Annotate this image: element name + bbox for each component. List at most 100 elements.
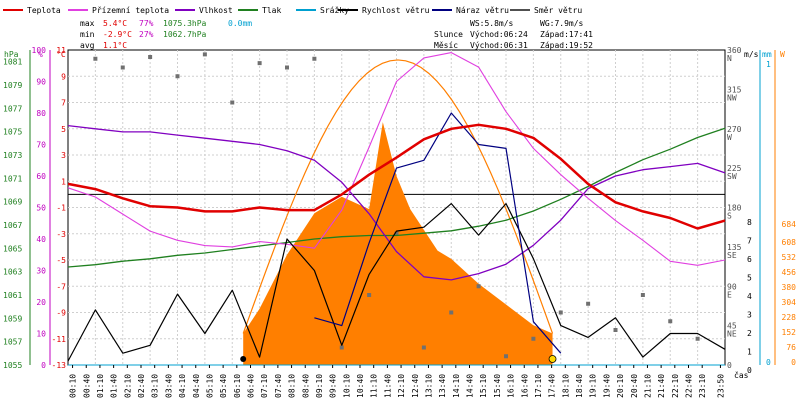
time-tick-label: 17:40 [548,374,557,398]
time-tick-label: 06:40 [247,374,256,398]
time-tick-label: 04:10 [178,374,187,398]
wind-dir-point [586,301,591,306]
axis-dir-tick: 0 [727,361,732,370]
series-ground-temp [67,52,726,266]
axis-hpa-tick: 1077 [3,104,22,113]
axis-ms-tick: 8 [747,218,752,227]
stats-min-hum: 27% [139,30,154,39]
info-moonrise: Východ:06:31 [470,41,528,50]
time-tick-label: 05:10 [205,374,214,398]
time-tick-label: 04:40 [192,374,201,398]
axis-degc-tick: 11 [56,46,66,55]
axis-dir-tick: 90 [727,282,737,291]
axis-hpa-tick: 1063 [3,268,22,277]
time-tick-label: 06:10 [233,374,242,398]
axis-degc-tick: -5 [56,256,66,265]
info-sunset: Západ:17:41 [540,30,593,39]
wind-dir-point [148,55,153,59]
axis-wm2-tick: 608 [782,238,797,247]
stats-max-press: 1075.3hPa [163,19,207,28]
time-tick-label: 15:40 [493,374,502,398]
axis-hpa-tick: 1075 [3,128,22,137]
info-wg: WG:7.9m/s [540,19,584,28]
wind-dir-point [257,61,262,66]
axis-hpa-tick: 1073 [3,151,22,160]
axis-wm2-tick: 304 [782,298,797,307]
wind-dir-point [613,328,618,332]
time-tick-label: 18:40 [575,374,584,398]
time-tick-label: 16:10 [507,374,516,398]
sunrise-marker [240,356,247,362]
axis-degc-label: °C [56,50,66,59]
time-tick-label: 20:10 [616,374,625,398]
time-tick-label: 11:40 [383,374,392,398]
axis-dir-tick: 315 [727,85,742,94]
legend-label: Směr větru [534,6,582,15]
series-pressure [67,127,726,268]
stats-min-temp: -2.9°C [103,30,132,39]
wind-dir-point [449,310,454,315]
info-ws: WS:5.8m/s [470,19,514,28]
axis-wm2-tick: 76 [786,343,796,352]
axis-time-label: čas [734,370,749,380]
wind-dir-point [120,65,125,70]
axis-hpa-tick: 1071 [3,174,22,183]
time-tick-label: 07:10 [260,374,269,398]
axis-dir-tick: S [727,212,732,221]
time-tick-label: 03:10 [151,374,160,398]
axis-pct-tick: 10 [36,330,46,339]
stats-max-temp: 5.4°C [103,19,127,28]
axis-hpa-tick: 1057 [3,338,22,347]
axis-mm-label: mm [762,50,772,59]
time-tick-label: 14:10 [452,374,461,398]
axis-dir-tick: SE [727,251,737,260]
legend-label: Přízemní teplota [92,6,169,15]
axis-pct-tick: 50 [36,204,46,213]
wind-dir-point [339,345,344,350]
wind-dir-point [476,284,481,289]
axis-ms-tick: 5 [747,274,752,283]
axis-hpa-tick: 1081 [3,58,22,67]
axis-hpa-tick: 1069 [3,198,22,207]
wind-dir-point [367,293,372,297]
wind-dir-point [504,354,508,359]
series-temperature [67,123,726,230]
wind-dir-point [202,52,207,57]
axis-hpa-label: hPa [4,50,19,59]
axis-hpa-tick: 1061 [3,291,22,300]
axis-hpa-tick: 1059 [3,314,22,323]
time-tick-label: 11:10 [370,374,379,398]
axis-ms-tick: 7 [747,237,752,246]
time-tick-label: 09:10 [315,374,324,398]
axis-wm2-label: W [780,50,785,59]
time-tick-label: 07:40 [274,374,283,398]
wind-dir-point [558,310,563,315]
axis-wm2-tick: 228 [782,313,797,322]
time-tick-label: 13:40 [438,374,447,398]
axis-ms-tick: 6 [747,255,752,264]
axis-mm-tick: 1 [766,60,771,69]
axis-pct-tick: 70 [36,141,46,150]
wind-dir-point [93,56,98,61]
axis-wm2-tick: 0 [791,358,796,367]
time-tick-label: 23:10 [698,374,707,398]
time-tick-label: 14:40 [466,374,475,398]
time-tick-label: 00:10 [69,374,78,398]
legend-label: Tlak [262,6,281,15]
time-tick-label: 13:10 [424,374,433,398]
wind-dir-point [285,65,289,70]
axis-degc-tick: 1 [61,177,66,186]
stats-min-press: 1062.7hPa [163,30,207,39]
stats-avg-label: avg [80,41,95,50]
time-tick-label: 10:10 [342,374,351,398]
time-tick-label: 17:10 [534,374,543,398]
axis-dir-tick: NW [727,93,737,102]
axis-wm2-tick: 532 [782,253,797,262]
axis-pct-tick: 30 [36,267,46,276]
axis-pct-tick: 60 [36,172,46,181]
time-tick-label: 08:10 [288,374,297,398]
time-tick-label: 19:10 [589,374,598,398]
axis-hpa-tick: 1065 [3,244,22,253]
time-tick-label: 05:40 [219,374,228,398]
